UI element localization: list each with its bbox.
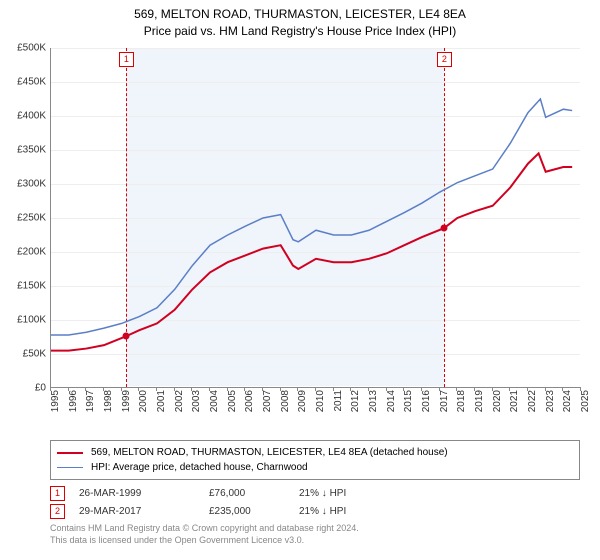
x-tick-label: 2024 (562, 390, 573, 412)
x-tick-label: 2012 (350, 390, 361, 412)
x-tick-label: 2007 (262, 390, 273, 412)
sales-price: £235,000 (209, 506, 299, 517)
x-tick-label: 2018 (456, 390, 467, 412)
sales-delta: 21% ↓ HPI (299, 488, 389, 499)
x-tick-label: 2011 (333, 390, 344, 412)
x-tick-label: 2009 (297, 390, 308, 412)
legend-label: 569, MELTON ROAD, THURMASTON, LEICESTER,… (91, 445, 448, 460)
x-tick-label: 2022 (527, 390, 538, 412)
plot-region: 12 (50, 48, 580, 388)
footer-line2: This data is licensed under the Open Gov… (50, 535, 580, 547)
x-tick-label: 2019 (474, 390, 485, 412)
y-tick-label: £500K (17, 43, 46, 54)
x-tick-label: 1996 (68, 390, 79, 412)
y-tick-label: £300K (17, 179, 46, 190)
sale-dot (122, 333, 129, 340)
x-tick-label: 2020 (492, 390, 503, 412)
sales-price: £76,000 (209, 488, 299, 499)
legend-row: 569, MELTON ROAD, THURMASTON, LEICESTER,… (57, 445, 573, 460)
title-line1: 569, MELTON ROAD, THURMASTON, LEICESTER,… (0, 6, 600, 23)
sales-date: 29-MAR-2017 (79, 506, 209, 517)
legend-block: 569, MELTON ROAD, THURMASTON, LEICESTER,… (50, 440, 580, 546)
x-tick-label: 2001 (156, 390, 167, 412)
sale-marker-box: 2 (437, 52, 452, 67)
x-tick-label: 1997 (85, 390, 96, 412)
x-tick-label: 2023 (545, 390, 556, 412)
sales-delta: 21% ↓ HPI (299, 506, 389, 517)
x-tick-label: 2004 (209, 390, 220, 412)
x-tick-label: 2013 (368, 390, 379, 412)
x-tick-label: 2010 (315, 390, 326, 412)
x-tick-label: 2016 (421, 390, 432, 412)
sales-marker-box: 2 (50, 504, 65, 519)
title-line2: Price paid vs. HM Land Registry's House … (0, 23, 600, 40)
title-block: 569, MELTON ROAD, THURMASTON, LEICESTER,… (0, 0, 600, 40)
y-tick-label: £450K (17, 77, 46, 88)
x-tick-label: 1995 (50, 390, 61, 412)
legend-box: 569, MELTON ROAD, THURMASTON, LEICESTER,… (50, 440, 580, 480)
legend-swatch (57, 452, 83, 454)
x-tick-label: 1999 (121, 390, 132, 412)
x-tick-label: 2000 (138, 390, 149, 412)
footer: Contains HM Land Registry data © Crown c… (50, 523, 580, 546)
sale-marker-box: 1 (119, 52, 134, 67)
sales-table: 1 26-MAR-1999£76,00021% ↓ HPI 2 29-MAR-2017… (50, 486, 580, 519)
x-tick-label: 2002 (174, 390, 185, 412)
x-tick-label: 2015 (403, 390, 414, 412)
x-tick-label: 2003 (191, 390, 202, 412)
chart-area: 12 £0£50K£100K£150K£200K£250K£300K£350K£… (50, 48, 580, 408)
sale-dot (440, 225, 447, 232)
legend-row: HPI: Average price, detached house, Char… (57, 460, 573, 475)
x-tick-label: 2017 (439, 390, 450, 412)
y-tick-label: £400K (17, 111, 46, 122)
y-tick-label: £100K (17, 315, 46, 326)
x-tick-label: 1998 (103, 390, 114, 412)
y-tick-label: £150K (17, 281, 46, 292)
sales-marker-box: 1 (50, 486, 65, 501)
y-tick-label: £250K (17, 213, 46, 224)
y-tick-label: £50K (23, 349, 46, 360)
chart-container: 569, MELTON ROAD, THURMASTON, LEICESTER,… (0, 0, 600, 560)
y-tick-label: £200K (17, 247, 46, 258)
x-tick-label: 2021 (509, 390, 520, 412)
sales-row: 2 29-MAR-2017£235,00021% ↓ HPI (50, 504, 580, 519)
sales-date: 26-MAR-1999 (79, 488, 209, 499)
footer-line1: Contains HM Land Registry data © Crown c… (50, 523, 580, 535)
x-tick-label: 2005 (227, 390, 238, 412)
legend-swatch (57, 467, 83, 468)
y-tick-label: £350K (17, 145, 46, 156)
legend-label: HPI: Average price, detached house, Char… (91, 460, 308, 475)
line-series (51, 48, 581, 388)
series-hpi (51, 99, 572, 335)
x-tick-label: 2008 (280, 390, 291, 412)
sales-row: 1 26-MAR-1999£76,00021% ↓ HPI (50, 486, 580, 501)
y-tick-label: £0 (35, 383, 46, 394)
x-tick-label: 2025 (580, 390, 591, 412)
x-tick-label: 2006 (244, 390, 255, 412)
x-tick-label: 2014 (386, 390, 397, 412)
